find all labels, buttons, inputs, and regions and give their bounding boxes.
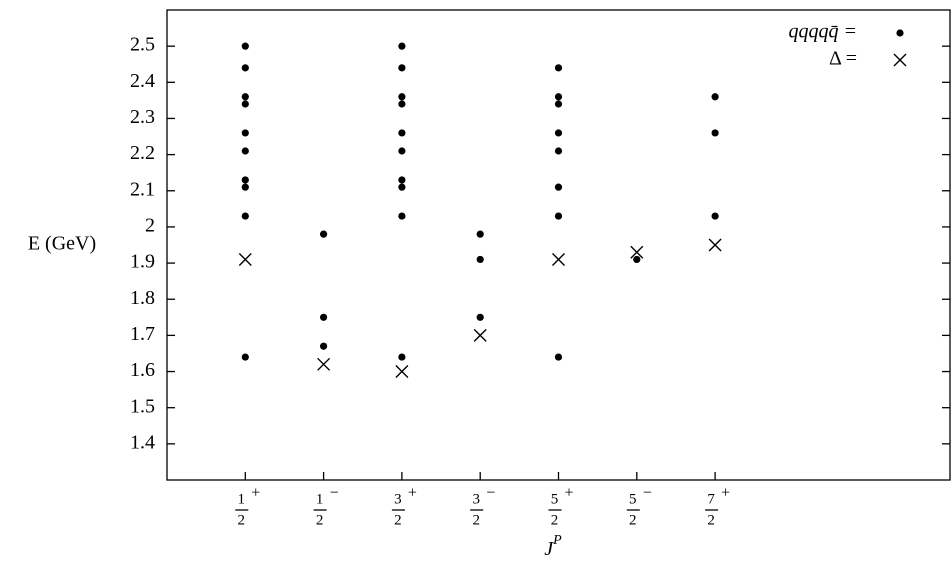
- dot: [554, 93, 563, 101]
- dot: [633, 255, 641, 264]
- x-axis-label: JP: [544, 533, 562, 559]
- y-tick-label: 2.5: [130, 34, 155, 56]
- y-tick-label: 2.2: [130, 142, 155, 164]
- x-tick-numerator: 7: [707, 491, 715, 507]
- x-tick-denominator: 2: [394, 512, 402, 528]
- dot: [476, 230, 484, 238]
- dot: [320, 230, 328, 238]
- y-tick-label: 1.8: [130, 287, 155, 309]
- dot: [711, 212, 719, 220]
- cross: [395, 365, 409, 379]
- y-tick-label: 2.3: [130, 106, 155, 128]
- x-tick-numerator: 5: [629, 491, 637, 507]
- y-tick-label: 1.5: [130, 395, 155, 417]
- dot: [241, 42, 249, 50]
- dot: [398, 212, 406, 220]
- cross: [473, 328, 487, 342]
- dot: [554, 64, 563, 72]
- dot: [241, 212, 249, 220]
- x-tick-parity: +: [721, 485, 730, 502]
- dot: [241, 64, 249, 72]
- dot: [711, 129, 719, 137]
- dot: [398, 64, 406, 72]
- dot: [711, 93, 719, 101]
- x-tick-parity: −: [486, 485, 495, 502]
- dot: [554, 353, 563, 361]
- plot-frame: [166, 9, 951, 481]
- legend-marker: [893, 53, 907, 67]
- x-tick-numerator: 1: [238, 491, 246, 507]
- y-tick-label: 2.1: [130, 178, 155, 200]
- x-tick-parity: +: [408, 485, 417, 502]
- x-tick-parity: +: [565, 485, 574, 502]
- cross: [317, 357, 331, 371]
- x-tick-denominator: 2: [472, 512, 480, 528]
- dot: [241, 183, 249, 191]
- x-tick-parity: −: [643, 485, 652, 502]
- legend-label: Δ =: [829, 48, 857, 70]
- dot: [241, 176, 249, 184]
- legend-marker: [896, 29, 904, 37]
- dot: [241, 147, 249, 155]
- x-tick-denominator: 2: [629, 512, 637, 528]
- y-tick-label: 2: [145, 215, 155, 237]
- x-tick-numerator: 1: [316, 491, 324, 507]
- dot: [398, 42, 406, 50]
- x-label-sup: P: [552, 533, 562, 548]
- dot: [320, 313, 328, 321]
- x-tick-numerator: 3: [472, 491, 480, 507]
- dot: [398, 183, 406, 191]
- cross: [630, 245, 644, 259]
- dot: [554, 129, 563, 137]
- dot: [554, 212, 563, 220]
- x-tick-denominator: 2: [316, 512, 324, 528]
- dot: [398, 353, 406, 361]
- x-tick-numerator: 5: [551, 491, 559, 507]
- dot: [554, 147, 563, 155]
- y-axis-label: E (GeV): [28, 233, 96, 255]
- dot: [398, 147, 406, 155]
- dot: [554, 183, 563, 191]
- cross: [708, 238, 722, 252]
- x-tick-denominator: 2: [238, 512, 246, 528]
- dot: [476, 313, 484, 321]
- cross: [238, 252, 252, 266]
- dot: [398, 100, 406, 108]
- dot: [320, 342, 328, 350]
- y-tick-label: 1.6: [130, 359, 155, 381]
- x-tick-parity: +: [251, 485, 260, 502]
- y-tick-label: 1.7: [130, 323, 155, 345]
- dot: [398, 176, 406, 184]
- dot: [398, 93, 406, 101]
- y-tick-label: 1.4: [130, 431, 155, 453]
- legend-label: qqqqq̄ =: [789, 21, 858, 43]
- y-tick-label: 1.9: [130, 251, 155, 273]
- dot: [241, 129, 249, 137]
- x-label-base: J: [544, 538, 554, 560]
- x-tick-denominator: 2: [707, 512, 715, 528]
- x-tick-denominator: 2: [551, 512, 559, 528]
- dot: [398, 129, 406, 137]
- dot: [241, 100, 249, 108]
- y-tick-label: 2.4: [130, 70, 155, 92]
- dot: [241, 353, 249, 361]
- x-tick-numerator: 3: [394, 491, 402, 507]
- dot: [476, 255, 484, 264]
- cross: [552, 252, 565, 266]
- dot: [554, 100, 563, 108]
- x-tick-parity: −: [330, 485, 339, 502]
- dot: [241, 93, 249, 101]
